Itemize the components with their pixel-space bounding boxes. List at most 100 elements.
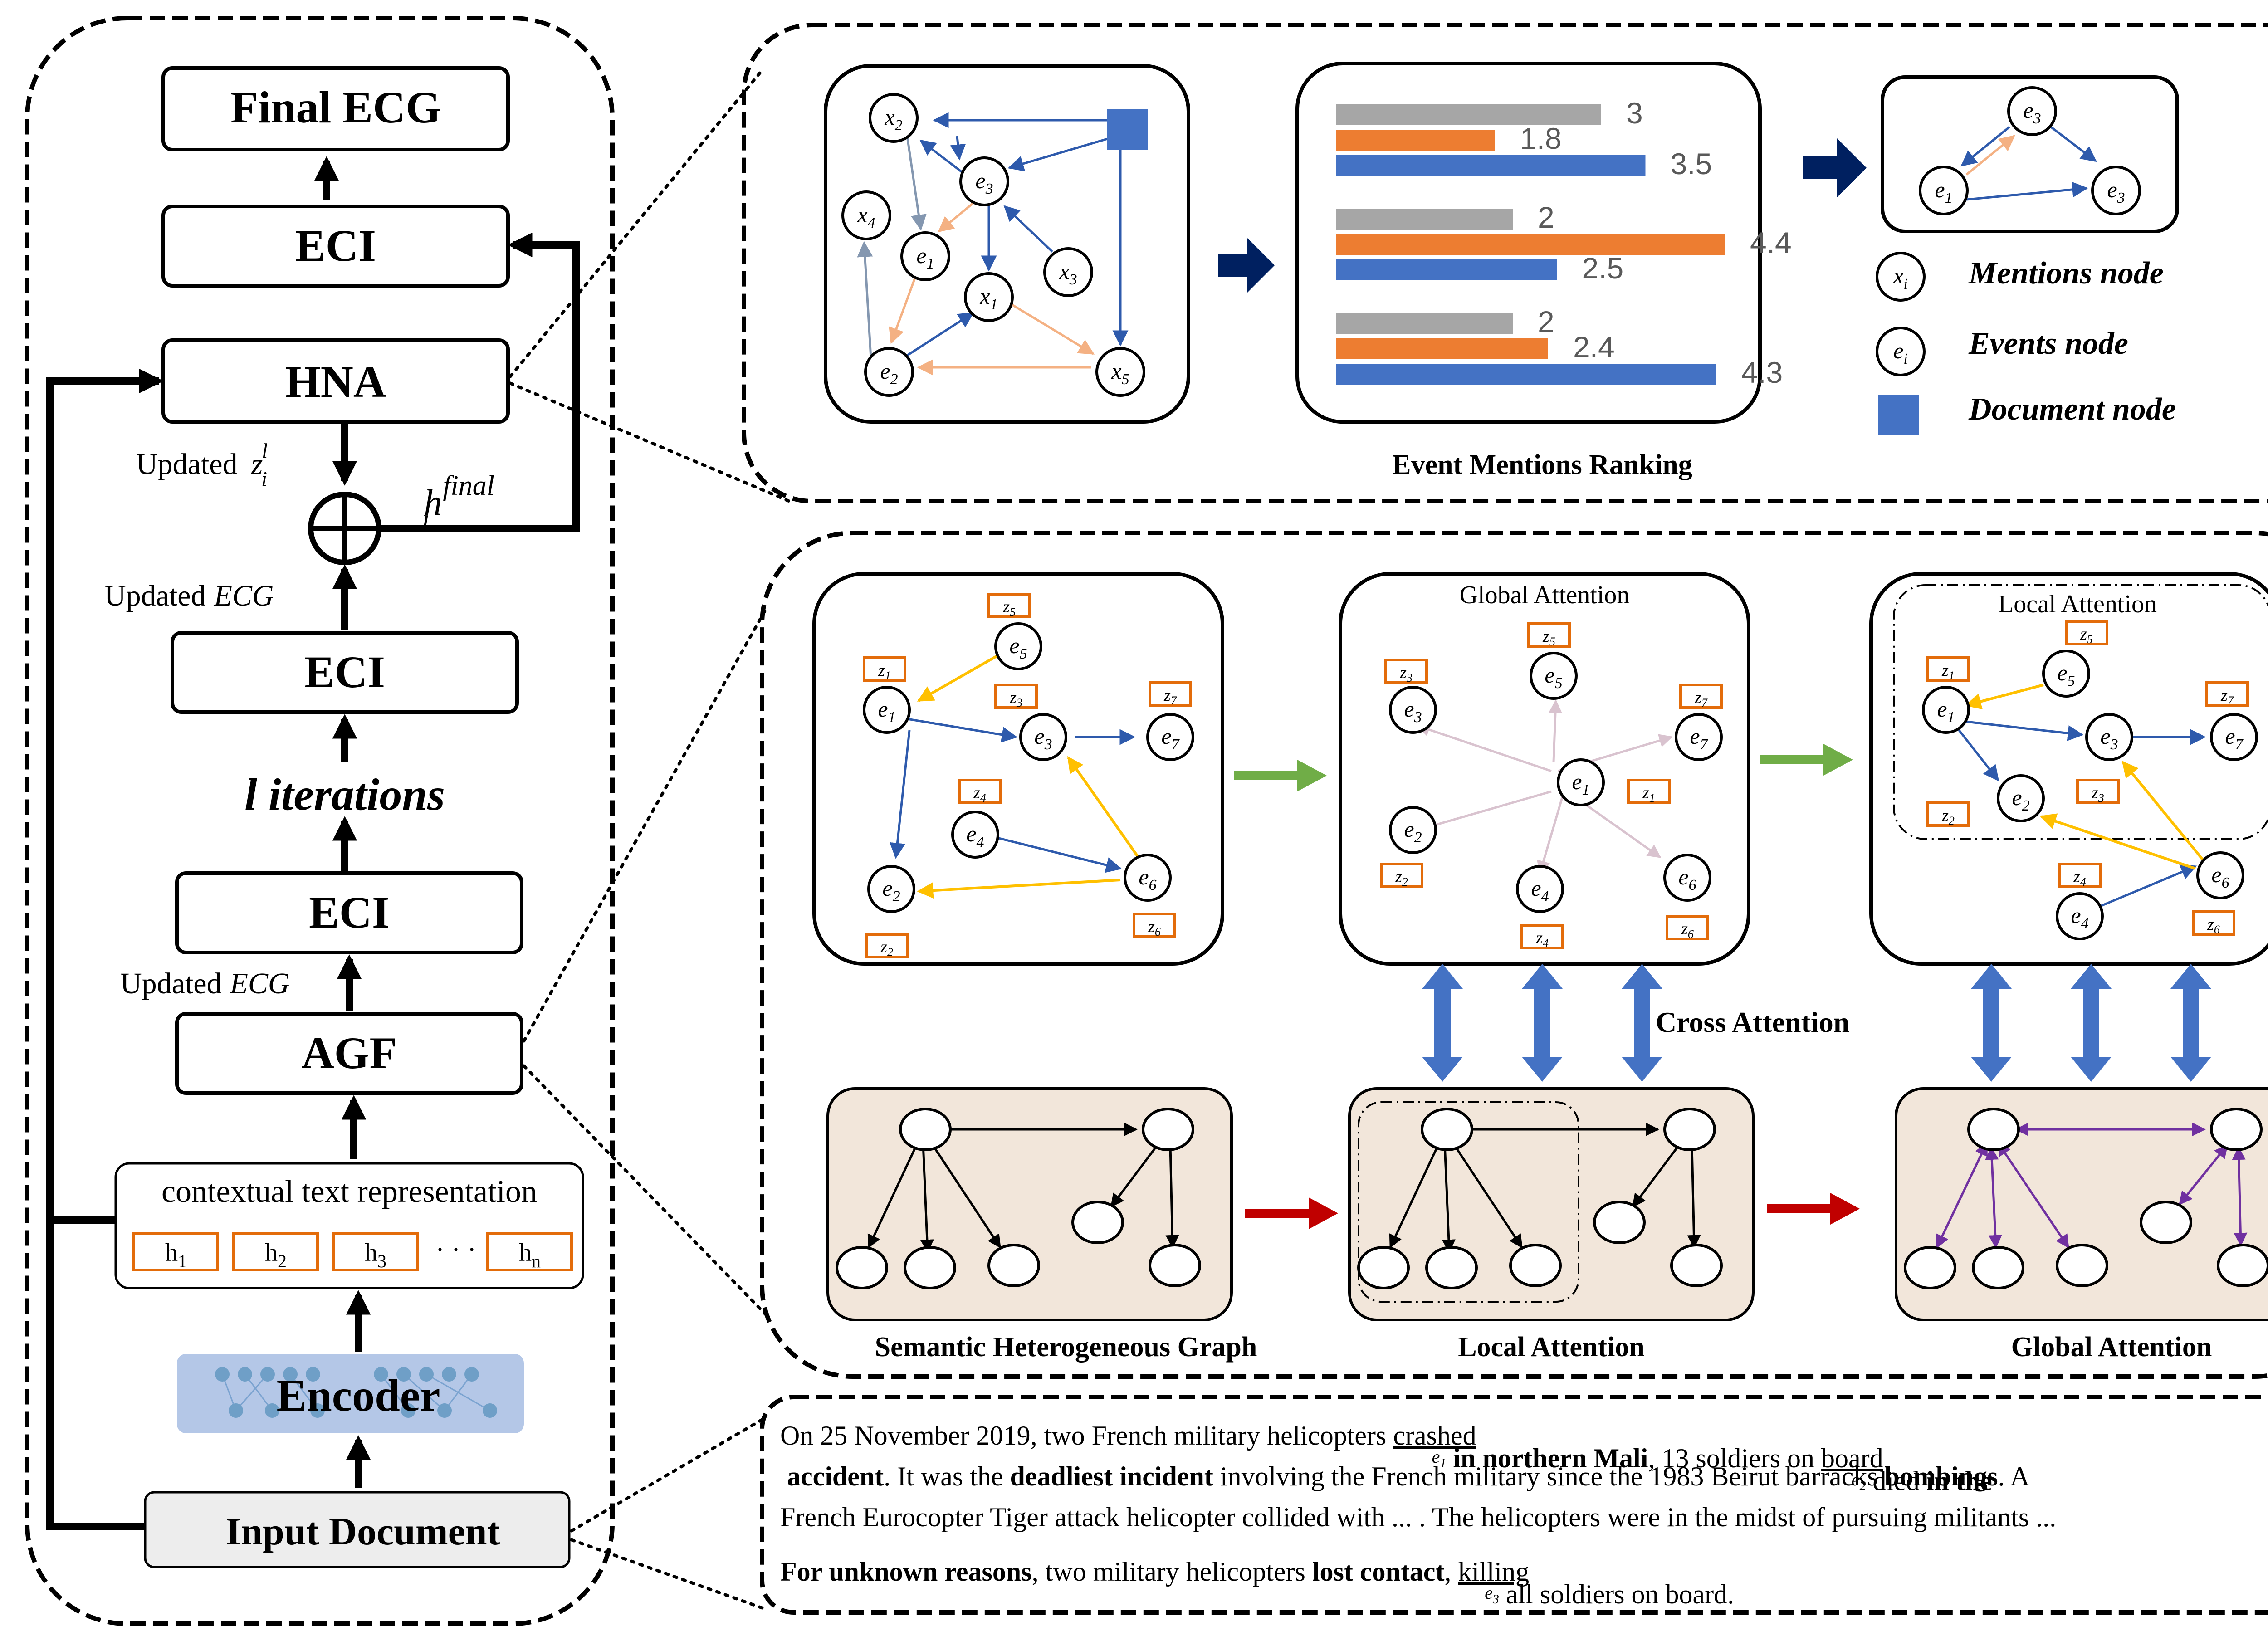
svg-text:e3: e3 [2107,177,2125,206]
global-e3-label: e3 [1404,696,1422,726]
global-z5-label: z5 [1542,627,1555,648]
initial-z1-label: z1 [878,661,891,682]
svg-text:xi: xi [1893,263,1908,293]
h-token-n [486,1232,573,1271]
attention-panel: Global Attention Local Attention e1 e2 e3 e… [760,531,2268,1379]
initial-e7-label: e7 [1161,723,1180,753]
global-e5-node [1530,652,1578,700]
initial-e2-node [867,865,915,913]
node-e1 [900,231,950,281]
local-z6-label: z6 [2207,915,2220,936]
global-e1-label: e1 [1572,769,1589,798]
bar-g3-s2-value: 2.4 [1573,330,1615,364]
bar-g3-s3-value: 4.3 [1741,356,1783,389]
bar-g2-s3-value: 2.5 [1582,251,1624,285]
initial-e6-node [1124,854,1172,902]
global-z4-label: z4 [1535,928,1549,950]
eci-mid-box [171,631,519,714]
doc-line1: On 25 November 2019, two French military… [780,1421,1992,1496]
eci-low-label: ECI [309,887,390,938]
global-e7-label: e7 [1690,723,1708,753]
updated-ecg-2-label: Updated ECG [120,967,290,1000]
h-token-2-label: h2 [265,1239,287,1271]
svg-text:e2: e2 [880,358,898,388]
result-graph: e3 e1 e3 [1919,86,2141,215]
initial-e3-node [1019,713,1067,761]
encoder-neuron-dots [215,1367,497,1418]
encoder-label: Encoder [276,1370,440,1421]
local-attention-label: Local Attention [1458,1332,1645,1363]
svg-text:x3: x3 [1059,259,1077,288]
bar-g3-s2 [1336,338,1548,359]
local-e2-node [1997,774,2045,822]
ranking-legend: xi Mentions node ei Events node Document… [1876,252,2176,435]
local-e1-node [1922,686,1970,734]
global-attention-title: Global Attention [1460,581,1630,609]
cross-attention-label: Cross Attention [1656,1006,1849,1038]
eci-low-box [175,871,523,954]
cross-arrow-1 [1422,964,1463,1082]
bar-g1-s3-value: 3.5 [1671,147,1712,181]
ranking-title: Event Mentions Ranking [1392,449,1692,480]
initial-z7-label: z7 [1163,686,1177,707]
global-z1-box [1627,779,1671,804]
input-skip-connection [46,368,164,1530]
iterations-label: l iterations [244,769,445,820]
local-e4-label: e4 [2071,903,2088,932]
svg-text:x2: x2 [884,104,902,134]
bar-g3-s3 [1336,364,1716,385]
bar-g2-s1-value: 2 [1538,200,1554,234]
initial-z3-label: z3 [1009,688,1022,709]
legend-mentions-icon [1876,252,1926,302]
initial-z6-box [1133,913,1176,938]
cross-attention-arrows [1422,964,2211,1082]
global-e6-node [1663,854,1711,902]
initial-z4-box [958,779,1002,804]
ranking-flow-arrow-2 [1803,138,1867,197]
bar-g2-s1 [1336,209,1513,230]
local-z1-label: z1 [1941,661,1955,682]
global-z3-label: z3 [1399,663,1413,684]
svg-text:ei: ei [1893,338,1908,367]
attention-panel-border [760,531,2268,1379]
agf-zoom-line-bottom [522,1064,768,1317]
local-e2-label: e2 [2012,785,2029,814]
initial-z5-label: z5 [1002,597,1016,619]
encoder-block: Encoder [177,1354,524,1433]
h-token-row: h1 h2 h3 · · · hn [132,1232,573,1271]
local-z7-label: z7 [2220,686,2234,707]
initial-e1-node [863,686,911,734]
contextual-label: contextual text representation [161,1174,537,1209]
initial-e4-node [951,811,999,859]
bar-g2-s2 [1336,234,1725,255]
semantic-graph-label: Semantic Heterogeneous Graph [875,1332,1257,1363]
bar-g3-s1 [1336,313,1513,334]
local-attention-box [1869,572,2268,966]
local-z4-label: z4 [2073,867,2086,889]
h-token-2 [232,1232,319,1271]
local-e6-node [2196,851,2244,899]
global-z5-box [1527,622,1571,648]
global-e7-node [1675,713,1723,761]
document-text: On 25 November 2019, two French military… [780,1421,2056,1609]
red-arrow-2 [1767,1193,1860,1225]
node-e2 [864,347,914,397]
local-z2-label: z2 [1941,806,1955,827]
legend-document-label: Document node [1968,392,2176,427]
node-x5 [1095,347,1145,397]
global-z3-box [1384,659,1428,684]
local-attention-region [1893,584,2268,840]
local-z3-box [2076,779,2120,804]
red-arrow-1 [1245,1197,1338,1229]
svg-text:e1: e1 [1935,177,1952,206]
initial-z4-label: z4 [973,783,986,805]
final-ecg-label: Final ECG [230,82,441,132]
node-x3 [1043,247,1093,297]
bar-g1-s1-value: 3 [1626,96,1643,130]
doc-line4: For unknown reasons, two military helico… [780,1557,1734,1609]
doc-line3: French Eurocopter Tiger attack helicopte… [780,1502,2056,1532]
bar-g1-s3 [1336,155,1646,176]
updated-z-label: Updated zl i [136,439,268,490]
result-node-e3-right [2091,166,2141,215]
